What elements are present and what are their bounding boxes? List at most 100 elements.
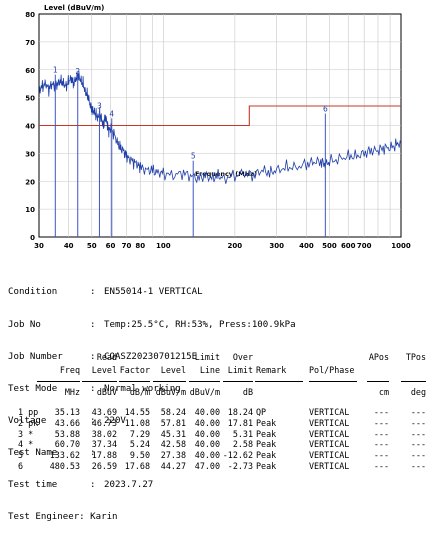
x-tick-label: 70 — [122, 242, 132, 250]
row-id: 6 — [18, 461, 24, 471]
y-tick-labels: 0 10 20 30 40 50 60 70 80 — [25, 11, 35, 242]
row-id: 2 pk — [18, 417, 39, 428]
table-cell: 2.58 — [232, 439, 253, 450]
x-tick-label: 300 — [269, 242, 284, 250]
x-tick-label: 40 — [64, 242, 74, 250]
table-cell: --- — [410, 417, 426, 428]
table-header: APos — [368, 352, 389, 362]
x-tick-label: 80 — [135, 242, 145, 250]
info-key: Condition — [8, 287, 58, 298]
emission-chart: Level (dBuV/m) Frequency (MHz) 010203040… — [25, 4, 411, 250]
info-sep: : — [90, 447, 96, 458]
y-tick-label: 30 — [25, 150, 35, 158]
table-cell: 46.73 — [91, 417, 117, 428]
info-row: Condition: EN55014-1 VERTICAL — [8, 287, 296, 298]
info-key: Test time — [8, 480, 58, 491]
table-cell: --- — [410, 407, 426, 417]
table-cell: --- — [410, 439, 426, 450]
table-cell: 480.53 — [49, 461, 80, 471]
table-cell: 11.08 — [124, 417, 150, 428]
header-underline — [223, 381, 253, 382]
table-cell: --- — [373, 450, 389, 461]
table-header: Level — [91, 365, 117, 375]
limit-line — [39, 105, 401, 127]
table-cell: 40.00 — [194, 439, 220, 450]
table-cell: Peak — [256, 428, 277, 439]
table-header: Over — [232, 352, 253, 362]
table-cell: 43.66 — [54, 417, 80, 428]
table-header: Remark — [256, 365, 287, 375]
table-unit: dB — [242, 387, 253, 397]
table-cell: 37.34 — [91, 439, 117, 450]
header-underline — [153, 381, 186, 382]
info-row: Job No: Temp:25.5°C, RH:53%, Press:100.9k… — [8, 320, 296, 331]
y-axis-label: Level (dBuV/m) — [44, 4, 104, 12]
x-tick-label: 60 — [106, 242, 116, 250]
info-value: 220V — [104, 415, 126, 426]
info-sep: : — [90, 383, 96, 394]
table-cell: VERTICAL — [309, 428, 350, 439]
table-header: Factor — [119, 365, 150, 375]
table-cell: VERTICAL — [309, 450, 350, 461]
table-cell: 40.00 — [194, 450, 220, 461]
table-cell: 53.88 — [54, 428, 80, 439]
x-tick-label: 600 — [341, 242, 356, 250]
table-cell: 18.24 — [227, 407, 253, 417]
table-cell: Peak — [256, 450, 277, 461]
table-cell: 17.68 — [124, 461, 150, 471]
table-cell: VERTICAL — [309, 407, 350, 417]
x-tick-label: 500 — [322, 242, 337, 250]
info-value: CQASZ20230701215E — [104, 351, 198, 362]
table-unit: deg — [410, 387, 426, 397]
x-tick-label: 30 — [34, 242, 44, 250]
table-cell: 35.13 — [54, 407, 80, 417]
table-cell: 17.81 — [227, 417, 253, 428]
table-cell: 40.00 — [194, 428, 220, 439]
table-cell: 26.59 — [91, 461, 117, 471]
trace — [38, 70, 402, 184]
x-tick-labels: 30 40 50 60 70 80 100 200 300 400 500 600 700 1000 — [34, 242, 411, 250]
table-cell: 58.24 — [160, 407, 186, 417]
info-value: Normal working — [104, 383, 181, 394]
y-tick-label: 10 — [25, 206, 35, 214]
table-cell: 40.00 — [194, 407, 220, 417]
y-tick-label: 20 — [25, 178, 35, 186]
row-id: 5 — [18, 450, 24, 461]
marker-label: 3 — [97, 102, 102, 111]
table-cell: 45.31 — [160, 428, 186, 439]
row-id: 4 * — [18, 439, 34, 450]
table-unit: dBuV/m — [155, 387, 186, 397]
y-tick-label: 70 — [25, 39, 35, 47]
info-sep: : — [90, 480, 96, 491]
table-header: Limit — [227, 365, 253, 375]
info-row: Voltage:220V — [8, 416, 296, 427]
info-row: Job Number: CQASZ20230701215E — [8, 352, 296, 363]
table-unit: dBuV/m — [189, 387, 220, 397]
info-row: Test Name: — [8, 448, 296, 459]
test-info: Condition: EN55014-1 VERTICAL Job No: Temp… — [8, 266, 296, 534]
trace-polyline — [38, 70, 402, 184]
header-underline — [401, 381, 426, 382]
table-cell: 44.27 — [160, 461, 186, 471]
table-header: Pol/Phase — [309, 365, 355, 375]
info-key: Test Name — [8, 447, 58, 458]
table-cell: 7.29 — [129, 428, 150, 439]
x-tick-label: 100 — [156, 242, 171, 250]
x-tick-label: 200 — [228, 242, 243, 250]
info-sep: : — [90, 287, 96, 298]
x-tick-label: 400 — [299, 242, 314, 250]
x-tick-label: 700 — [357, 242, 372, 250]
table-cell: 43.69 — [91, 407, 117, 417]
header-underline — [82, 381, 117, 382]
info-sep: : — [90, 319, 96, 330]
header-underline — [367, 381, 389, 382]
table-cell: --- — [373, 407, 389, 417]
info-sep: : — [90, 415, 96, 426]
y-tick-label: 60 — [25, 67, 35, 75]
table-cell: VERTICAL — [309, 439, 350, 450]
header-underline — [255, 381, 303, 382]
table-cell: 40.00 — [194, 417, 220, 428]
table-cell: Peak — [256, 417, 277, 428]
table-cell: --- — [410, 450, 426, 461]
table-cell: --- — [373, 439, 389, 450]
